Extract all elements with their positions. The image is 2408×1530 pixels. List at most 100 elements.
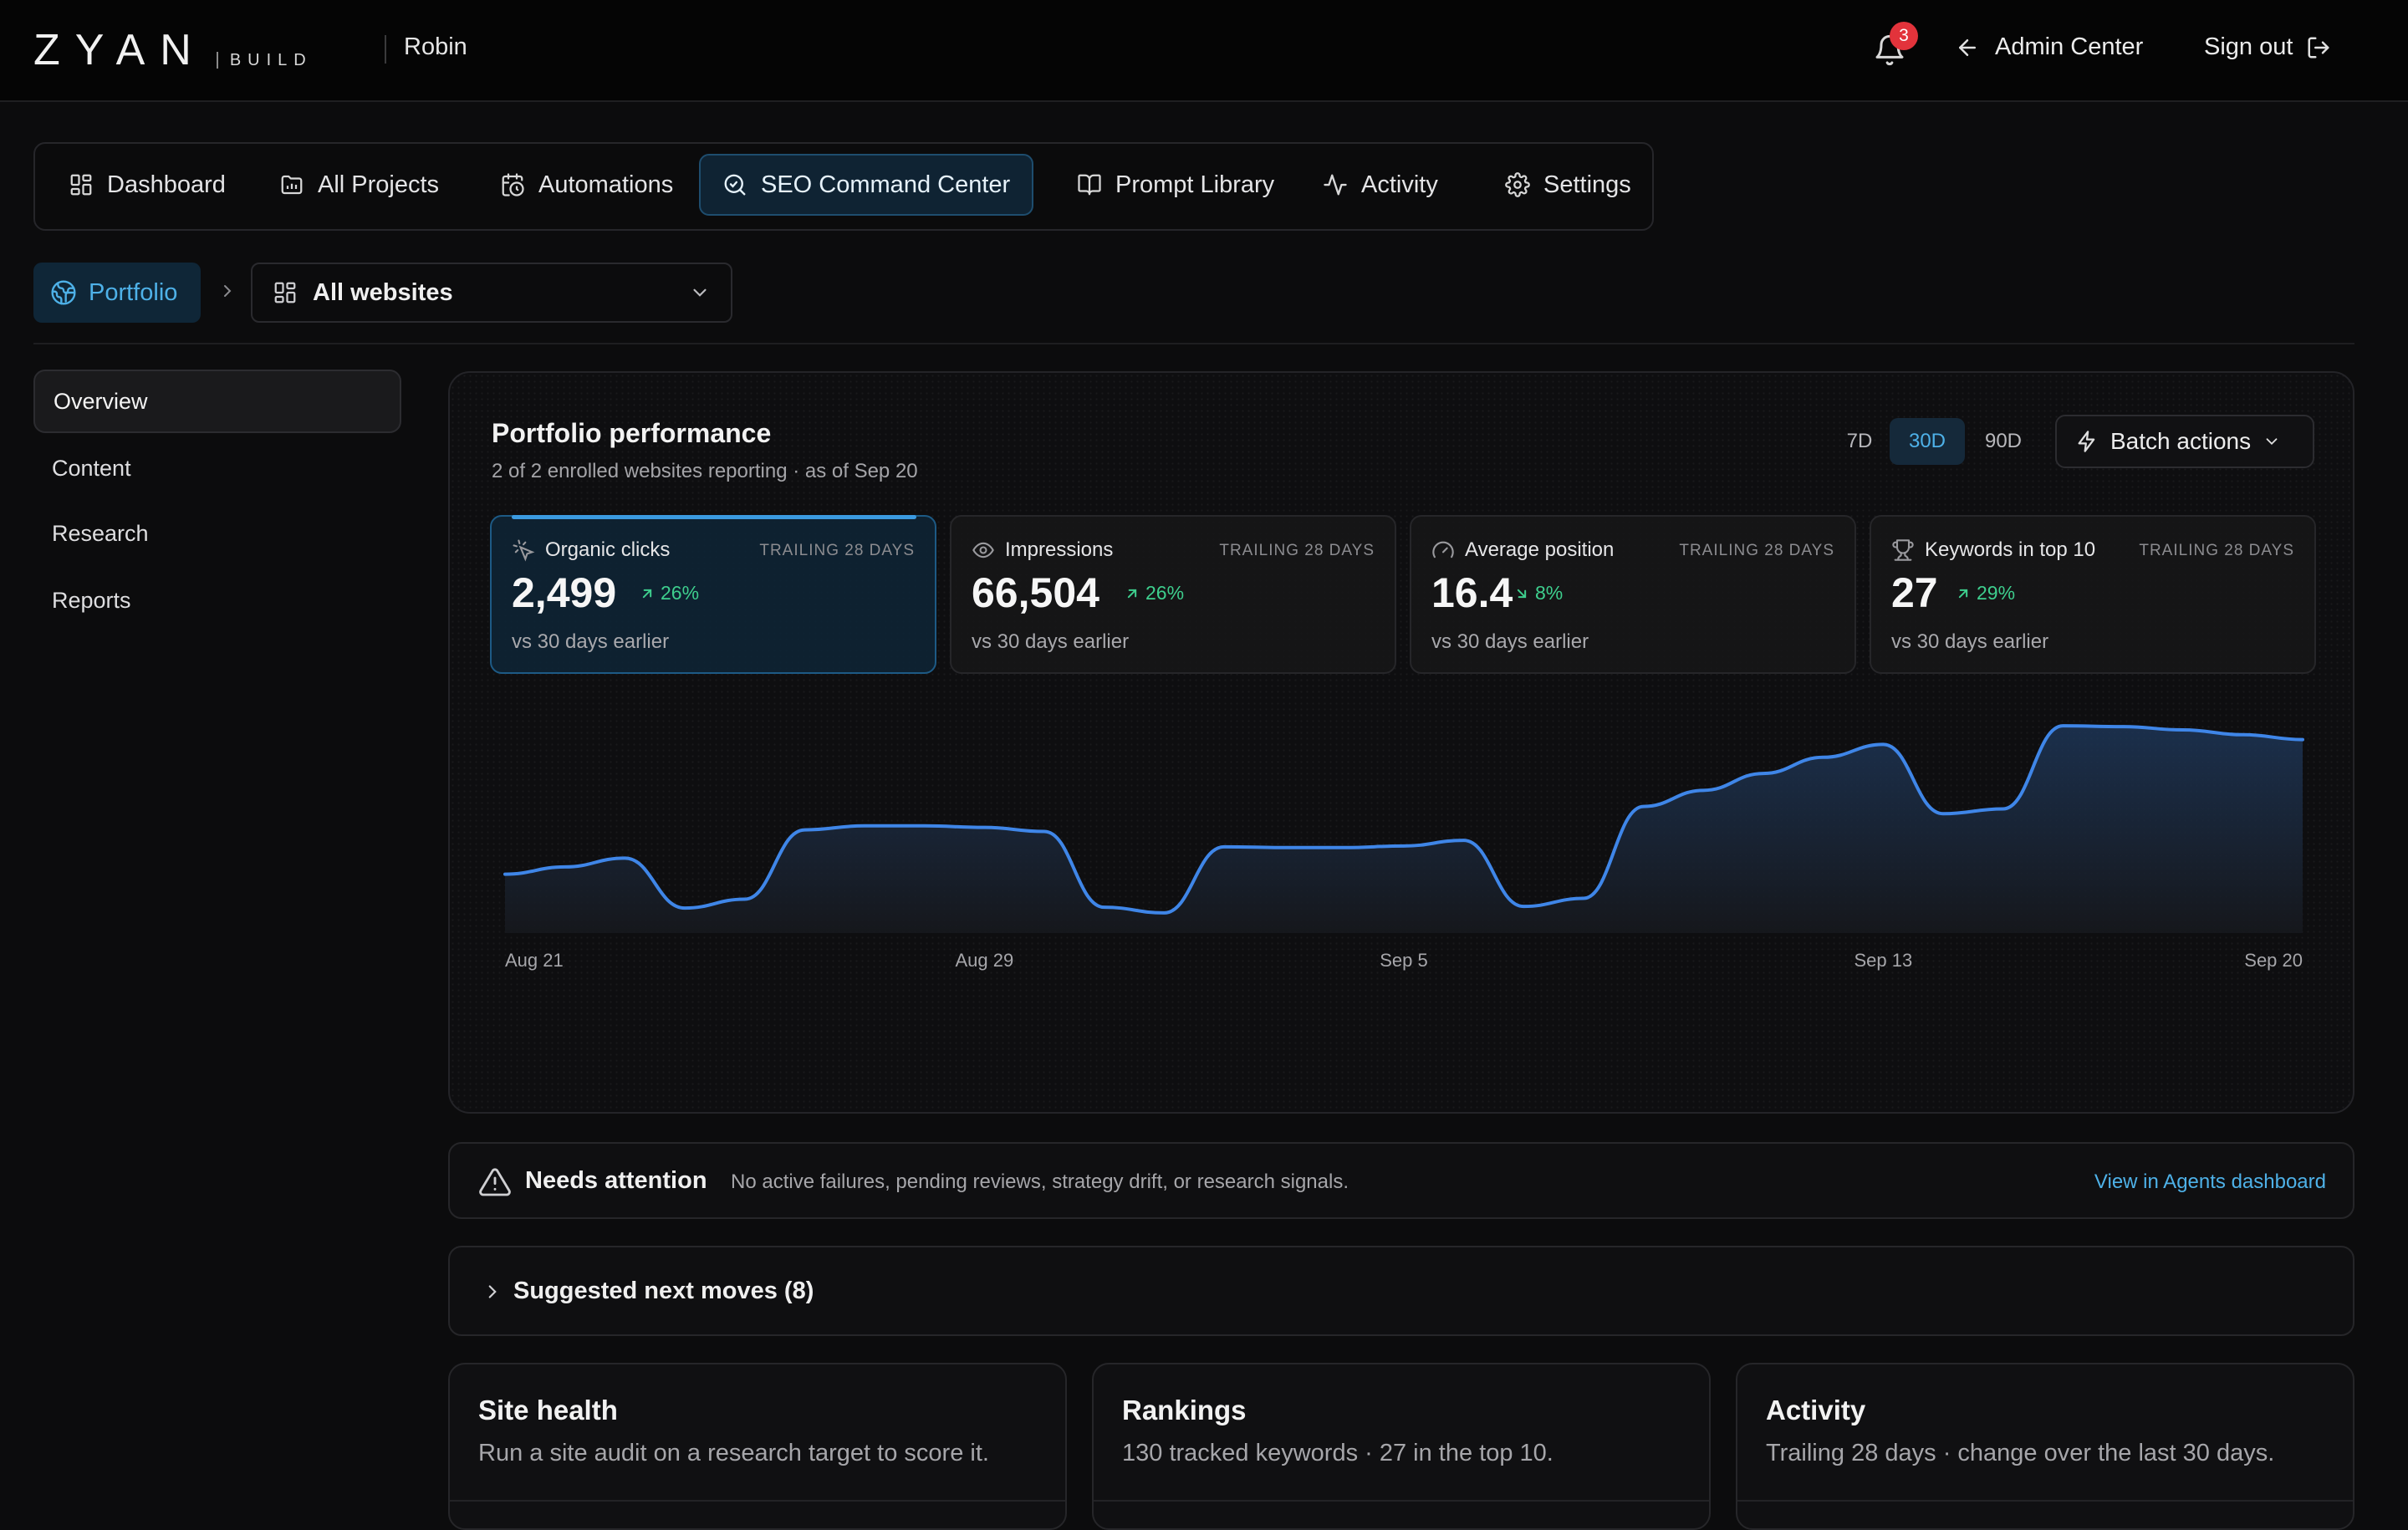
chevron-right-icon: [488, 1285, 497, 1298]
chart-point[interactable]: [2237, 730, 2247, 740]
lightning-icon: [2078, 431, 2095, 452]
kpi-header: Impressions: [972, 538, 1113, 562]
nav-automations[interactable]: Automations: [478, 154, 695, 216]
breadcrumb-portfolio[interactable]: Portfolio: [33, 263, 201, 323]
chart-point[interactable]: [1399, 841, 1409, 851]
chart-point[interactable]: [2118, 722, 2128, 732]
sidebar-item-content[interactable]: Content: [33, 436, 401, 500]
chevron-down-icon: [693, 288, 707, 297]
chart-point[interactable]: [1279, 843, 1289, 853]
card-divider: [1094, 1500, 1709, 1502]
batch-actions-button[interactable]: Batch actions: [2055, 415, 2314, 468]
chart-point[interactable]: [1159, 908, 1169, 918]
chart-point[interactable]: [979, 823, 989, 833]
chart-point[interactable]: [1219, 842, 1229, 852]
card-subtitle: Run a site audit on a research target to…: [478, 1440, 989, 1466]
activity-card[interactable]: Activity Trailing 28 days · change over …: [1736, 1363, 2354, 1530]
folder-icon: [281, 175, 303, 195]
site-health-card[interactable]: Site health Run a site audit on a resear…: [448, 1363, 1067, 1530]
chart-point[interactable]: [1878, 739, 1888, 749]
chart-point[interactable]: [620, 853, 630, 863]
chart-point[interactable]: [1459, 835, 1469, 845]
rankings-card[interactable]: Rankings 130 tracked keywords · 27 in th…: [1092, 1363, 1711, 1530]
sidebar-item-label: Overview: [54, 388, 148, 414]
chart-point[interactable]: [799, 825, 809, 835]
view-agents-dashboard-link[interactable]: View in Agents dashboard: [2094, 1170, 2326, 1193]
chart-point[interactable]: [1099, 902, 1110, 912]
chart-point[interactable]: [2298, 735, 2308, 745]
portfolio-performance-panel: Portfolio performance 2 of 2 enrolled we…: [448, 371, 2354, 1114]
logo-wordmark: ZYAN: [33, 26, 207, 74]
range-30d[interactable]: 30D: [1890, 418, 1965, 465]
nav-all-projects[interactable]: All Projects: [258, 154, 461, 216]
chart-point[interactable]: [1039, 827, 1049, 837]
kpi-comparison: vs 30 days earlier: [1891, 630, 2049, 653]
kpi-delta-value: 26%: [661, 582, 700, 604]
kpi-delta-value: 8%: [1535, 582, 1564, 604]
chart-point[interactable]: [1998, 804, 2008, 814]
chart-point[interactable]: [2178, 725, 2188, 735]
nav-prompt-library[interactable]: Prompt Library: [1055, 154, 1296, 216]
notifications-button[interactable]: [1873, 33, 1906, 67]
kpi-comparison: vs 30 days earlier: [972, 630, 1130, 653]
kpi-delta: 29%: [1955, 582, 2015, 604]
arrow-left-icon: [1959, 38, 1976, 56]
user-divider: [385, 35, 386, 64]
sign-out-label: Sign out: [2204, 33, 2293, 60]
arrow-up-right-icon: [642, 589, 652, 598]
website-select-value: All websites: [313, 278, 453, 306]
dashboard-icon: [70, 174, 92, 196]
chart-point[interactable]: [1698, 785, 1708, 795]
chart-point[interactable]: [680, 903, 690, 913]
kpi-keywords-top-10[interactable]: Keywords in top 10 TRAILING 28 DAYS 27 2…: [1870, 515, 2316, 674]
nav-activity[interactable]: Activity: [1301, 154, 1460, 216]
sidebar-item-overview[interactable]: Overview: [33, 370, 401, 433]
chart-point[interactable]: [740, 895, 750, 905]
sign-out-button[interactable]: Sign out: [2204, 33, 2331, 61]
range-90d[interactable]: 90D: [1984, 430, 2023, 452]
logo[interactable]: ZYAN BUILD: [33, 26, 313, 74]
sidebar-item-reports[interactable]: Reports: [33, 569, 401, 632]
kpi-comparison: vs 30 days earlier: [1431, 630, 1589, 653]
chart-point[interactable]: [1518, 901, 1528, 911]
website-select[interactable]: All websites: [251, 263, 732, 323]
chart-point[interactable]: [560, 862, 570, 872]
chart-point[interactable]: [500, 870, 510, 880]
kpi-organic-clicks[interactable]: Organic clicks TRAILING 28 DAYS 2,499 26…: [490, 515, 936, 674]
chart-point[interactable]: [1819, 752, 1829, 762]
nav-dashboard[interactable]: Dashboard: [47, 154, 247, 216]
chart-point[interactable]: [1579, 894, 1589, 904]
card-subtitle: 130 tracked keywords · 27 in the top 10.: [1122, 1440, 1553, 1466]
suggested-next-moves-toggle[interactable]: Suggested next moves (8): [448, 1246, 2354, 1336]
arrow-up-right-icon: [1958, 589, 1968, 598]
sidebar-item-label: Research: [52, 520, 149, 546]
admin-center-link[interactable]: Admin Center: [1955, 33, 2143, 61]
nav-automations-label: Automations: [538, 171, 674, 198]
kpi-average-position[interactable]: Average position TRAILING 28 DAYS 16.4 8…: [1410, 515, 1856, 674]
kpi-impressions[interactable]: Impressions TRAILING 28 DAYS 66,504 26% …: [950, 515, 1396, 674]
performance-area-chart[interactable]: Aug 21 Aug 29 Sep 5 Sep 13 Sep 20: [450, 691, 2353, 1100]
log-out-icon: [2308, 37, 2329, 58]
chart-point[interactable]: [1339, 843, 1349, 853]
gauge-icon: [1432, 541, 1454, 558]
chart-point[interactable]: [1938, 808, 1948, 819]
kpi-label: Average position: [1465, 538, 1615, 561]
chart-x-tick-label: Sep 20: [2244, 950, 2303, 971]
kpi-delta: 8%: [1513, 582, 1563, 604]
warning-triangle-icon: [479, 1168, 511, 1196]
nav-seo-command-center[interactable]: SEO Command Center: [699, 154, 1034, 216]
chart-point[interactable]: [920, 821, 930, 831]
kpi-label: Organic clicks: [545, 538, 671, 561]
chart-point[interactable]: [1758, 768, 1768, 778]
book-icon: [1078, 174, 1101, 196]
chart-point[interactable]: [860, 821, 870, 831]
kpi-delta: 26%: [639, 582, 699, 604]
chart-point[interactable]: [2058, 721, 2068, 731]
range-7d[interactable]: 7D: [1846, 430, 1873, 452]
sidebar-item-research[interactable]: Research: [33, 502, 401, 565]
card-title: Rankings: [1122, 1395, 1247, 1425]
main-nav: Dashboard All Projects Automations SEO C…: [33, 142, 1654, 231]
nav-settings[interactable]: Settings: [1483, 154, 1653, 216]
kpi-trailing: TRAILING 28 DAYS: [1679, 542, 1834, 559]
chart-point[interactable]: [1639, 802, 1649, 812]
